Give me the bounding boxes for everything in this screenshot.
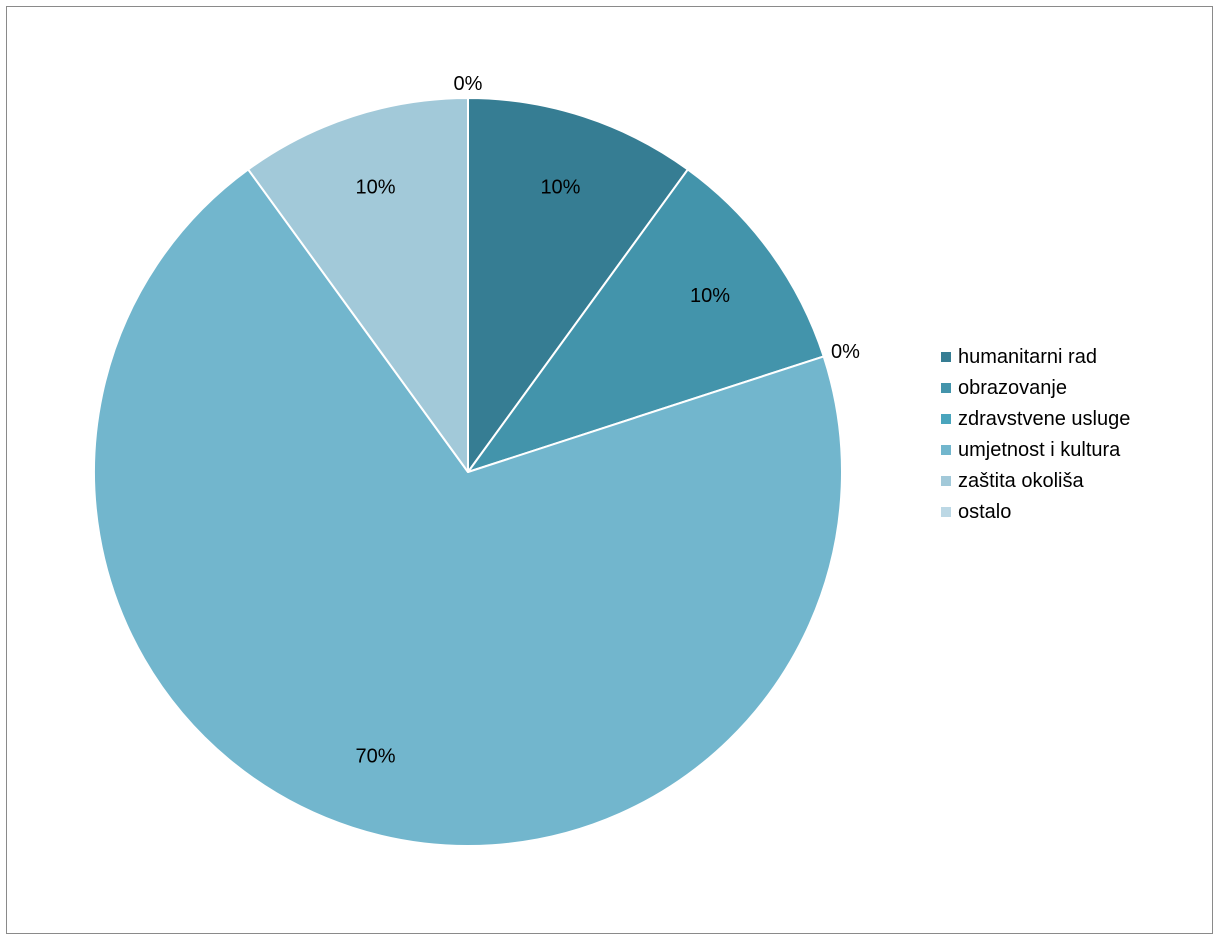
legend-label: umjetnost i kultura <box>958 438 1121 461</box>
legend-item-zdravstvene-usluge: zdravstvene usluge <box>941 404 1130 434</box>
legend-item-obrazovanje: obrazovanje <box>941 373 1130 403</box>
data-label-humanitarni-rad: 10% <box>540 176 580 198</box>
legend-item-zastita-okolisa: zaštita okoliša <box>941 466 1130 496</box>
legend-label: zdravstvene usluge <box>958 407 1131 430</box>
legend-swatch <box>941 414 951 424</box>
data-label-obrazovanje: 10% <box>690 285 730 307</box>
legend-swatch <box>941 476 951 486</box>
data-labels: 10% 10% 0% 70% 10% 0% <box>356 73 861 768</box>
legend-label: obrazovanje <box>958 376 1067 399</box>
pie-slice-humanitarni-rad <box>467 97 689 473</box>
pie-slices <box>93 97 843 847</box>
data-label-zdravstvene-usluge: 0% <box>831 341 860 363</box>
legend-label: humanitarni rad <box>958 345 1097 368</box>
legend-item-umjetnost-i-kultura: umjetnost i kultura <box>941 435 1130 465</box>
legend-label: ostalo <box>958 500 1012 523</box>
legend-item-ostalo: ostalo <box>941 497 1130 527</box>
legend-swatch <box>941 507 951 517</box>
legend-swatch <box>941 352 951 362</box>
legend-label: zaštita okoliša <box>958 469 1084 492</box>
pie-slice-umjetnost-i-kultura <box>93 168 843 847</box>
data-label-umjetnost-i-kultura: 70% <box>356 746 396 768</box>
pie-slice-obrazovanje <box>467 168 825 473</box>
legend-swatch <box>941 383 951 393</box>
data-label-ostalo: 0% <box>454 73 483 95</box>
pie-slice-zastita-okolisa <box>247 97 469 473</box>
legend: humanitarni rad obrazovanje zdravstvene … <box>941 342 1130 528</box>
legend-swatch <box>941 445 951 455</box>
legend-item-humanitarni-rad: humanitarni rad <box>941 342 1130 372</box>
data-label-zastita-okolisa: 10% <box>356 176 396 198</box>
